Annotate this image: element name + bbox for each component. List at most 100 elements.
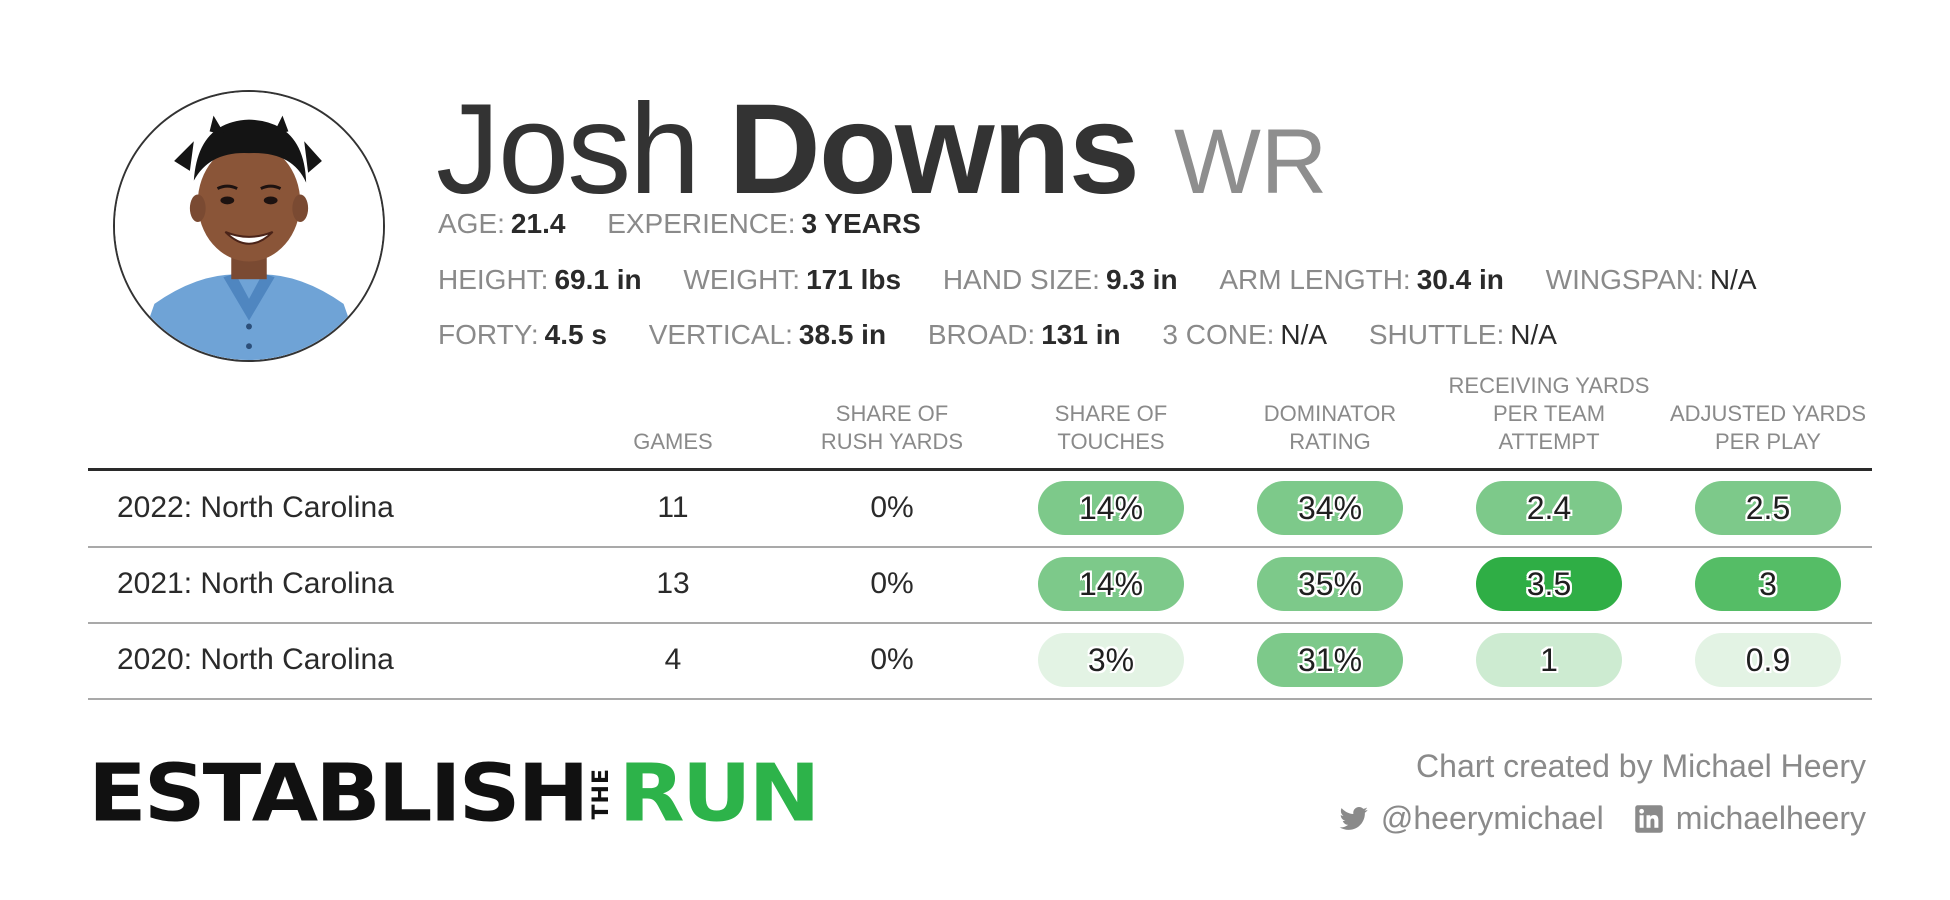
cell-rec-yards: 3.5 (1434, 546, 1664, 622)
header-rec-yards: RECEIVING YARDS PER TEAM ATTEMPT (1434, 372, 1664, 456)
table-header-divider (88, 468, 1872, 471)
logo-run: RUN (618, 748, 821, 840)
player-name: Josh Downs WR (436, 76, 1327, 221)
cell-dominator: 34% (1215, 470, 1445, 546)
attr-experience-label: EXPERIENCE: (607, 208, 796, 239)
logo-the: THE (588, 768, 614, 820)
header-dominator: DOMINATOR RATING (1215, 372, 1445, 456)
value-pill: 3% (1038, 633, 1184, 687)
logo-establish: ESTABLISH (88, 748, 589, 840)
attr-vertical-value: 38.5 in (798, 319, 887, 350)
cell-rush-share: 0% (870, 567, 914, 600)
cell-touch-share: 14% (996, 546, 1226, 622)
header-rush-share: SHARE OF RUSH YARDS (777, 372, 1007, 456)
attr-height: HEIGHT: 69.1 in (438, 264, 642, 296)
attr-age-value: 21.4 (510, 208, 566, 239)
attr-forty: FORTY: 4.5 s (438, 319, 607, 351)
attribute-row-measurements: HEIGHT: 69.1 in WEIGHT: 171 lbs HAND SIZE:… (438, 264, 1791, 296)
attr-three-cone-label: 3 CONE: (1162, 319, 1275, 350)
header-dominator-label: DOMINATOR RATING (1263, 401, 1397, 454)
row-team-label: 2021: North Carolina (117, 567, 394, 600)
player-position: WR (1173, 111, 1328, 213)
value-pill: 35% (1257, 557, 1403, 611)
value-pill: 2.5 (1695, 481, 1841, 535)
attr-arm-length-value: 30.4 in (1416, 264, 1504, 295)
attr-weight-value: 171 lbs (806, 264, 902, 295)
header-touch-share: SHARE OF TOUCHES (996, 372, 1226, 456)
attr-arm-length-label: ARM LENGTH: (1219, 264, 1411, 295)
attr-forty-label: FORTY: (438, 319, 539, 350)
value-pill: 0.9 (1695, 633, 1841, 687)
cell-touch-share: 3% (996, 622, 1226, 698)
social-links: @heerymichael michaelheery (1339, 800, 1866, 837)
attr-forty-value: 4.5 s (544, 319, 607, 350)
attr-vertical-label: VERTICAL: (648, 319, 793, 350)
header-adj-yards-label: ADJUSTED YARDS PER PLAY (1669, 401, 1866, 454)
attr-shuttle: SHUTTLE: N/A (1369, 319, 1557, 351)
twitter-handle[interactable]: @heerymichael (1380, 800, 1604, 836)
value-pill: 14% (1038, 557, 1184, 611)
attribute-row-combine: FORTY: 4.5 s VERTICAL: 38.5 in BROAD: 131 i… (438, 319, 1591, 351)
cell-rec-yards: 1 (1434, 622, 1664, 698)
header-adj-yards: ADJUSTED YARDS PER PLAY (1653, 372, 1883, 456)
value-pill: 3 (1695, 557, 1841, 611)
attribute-row-bio: AGE: 21.4 EXPERIENCE: 3 YEARS (438, 208, 955, 240)
row-divider (88, 622, 1872, 624)
cell-adj-yards: 0.9 (1653, 622, 1883, 698)
attr-wingspan-value: N/A (1709, 264, 1757, 295)
value-pill: 31% (1257, 633, 1403, 687)
cell-touch-share: 14% (996, 470, 1226, 546)
cell-games: 11 (657, 491, 689, 524)
header-touch-share-label: SHARE OF TOUCHES (1054, 401, 1168, 454)
cell-rush-share: 0% (870, 643, 914, 676)
cell-games: 4 (664, 643, 682, 676)
cell-rush-share: 0% (870, 491, 914, 524)
attr-hand-size-value: 9.3 in (1105, 264, 1178, 295)
attr-arm-length: ARM LENGTH: 30.4 in (1219, 264, 1504, 296)
attr-wingspan: WINGSPAN: N/A (1546, 264, 1757, 296)
cell-rec-yards: 2.4 (1434, 470, 1664, 546)
header-games-label: GAMES (633, 429, 713, 454)
value-pill: 2.4 (1476, 481, 1622, 535)
value-pill: 34% (1257, 481, 1403, 535)
value-pill: 14% (1038, 481, 1184, 535)
cell-adj-yards: 2.5 (1653, 470, 1883, 546)
player-photo (115, 92, 383, 360)
linkedin-handle[interactable]: michaelheery (1675, 800, 1866, 836)
linkedin-icon (1634, 804, 1663, 833)
attr-experience-value: 3 YEARS (801, 208, 921, 239)
attr-broad-value: 131 in (1041, 319, 1121, 350)
header-rush-share-label: SHARE OF RUSH YARDS (820, 401, 964, 454)
attr-experience: EXPERIENCE: 3 YEARS (607, 208, 921, 240)
player-avatar (113, 90, 385, 362)
chart-credit: Chart created by Michael Heery (1416, 748, 1866, 784)
player-first-name: Josh (436, 78, 700, 221)
value-pill: 3.5 (1476, 557, 1622, 611)
value-pill: 1 (1476, 633, 1622, 687)
attr-shuttle-value: N/A (1510, 319, 1557, 350)
attr-broad: BROAD: 131 in (928, 319, 1121, 351)
header-games: GAMES (558, 372, 788, 456)
attr-wingspan-label: WINGSPAN: (1545, 264, 1704, 295)
cell-dominator: 35% (1215, 546, 1445, 622)
row-team-label: 2020: North Carolina (117, 643, 394, 676)
attr-age: AGE: 21.4 (438, 208, 565, 240)
attr-age-label: AGE: (438, 208, 505, 239)
attr-hand-size: HAND SIZE: 9.3 in (943, 264, 1178, 296)
establish-the-run-logo: ESTABLISH THE RUN (88, 748, 821, 840)
attr-three-cone-value: N/A (1280, 319, 1328, 350)
twitter-icon (1339, 806, 1368, 830)
cell-games: 13 (656, 567, 690, 600)
attr-height-label: HEIGHT: (438, 264, 549, 295)
attr-hand-size-label: HAND SIZE: (942, 264, 1100, 295)
attr-height-value: 69.1 in (554, 264, 642, 295)
row-team-label: 2022: North Carolina (117, 491, 394, 524)
attr-broad-label: BROAD: (927, 319, 1036, 350)
attr-shuttle-label: SHUTTLE: (1368, 319, 1505, 350)
attr-vertical: VERTICAL: 38.5 in (649, 319, 886, 351)
cell-dominator: 31% (1215, 622, 1445, 698)
cell-adj-yards: 3 (1653, 546, 1883, 622)
attr-weight: WEIGHT: 171 lbs (683, 264, 901, 296)
attr-weight-label: WEIGHT: (683, 264, 801, 295)
row-divider (88, 546, 1872, 548)
